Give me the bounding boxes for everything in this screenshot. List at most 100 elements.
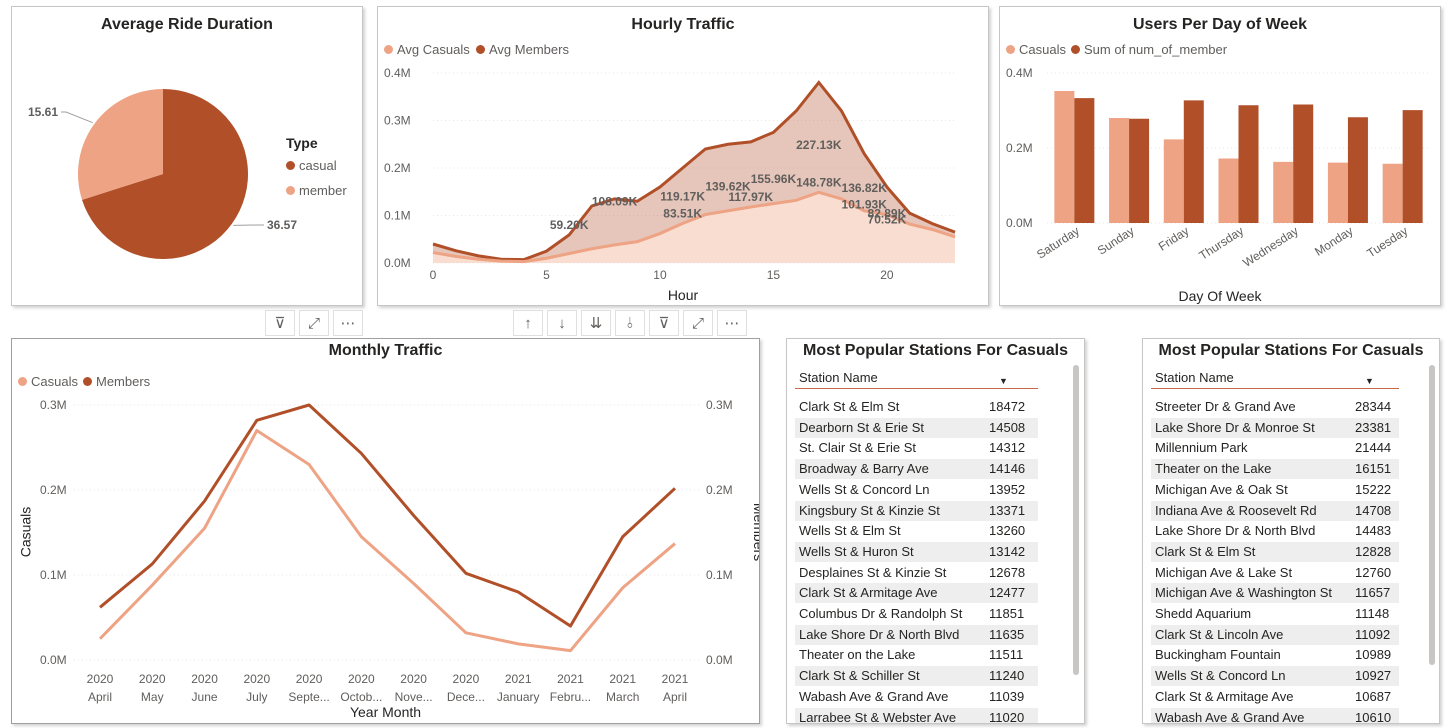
- y-tick-label-right: 0.3M: [706, 398, 733, 412]
- station-name-cell: Lake Shore Dr & North Blvd: [1155, 523, 1316, 539]
- legend-item-casuals[interactable]: Casuals: [18, 374, 78, 389]
- line-avg-casuals[interactable]: [432, 190, 956, 264]
- table-row[interactable]: Kingsbury St & Kinzie St 13371: [795, 500, 1038, 521]
- monthly-line-chart[interactable]: 0.0M 0.0M 0.1M 0.1M 0.2M 0.2M 0.3M 0.3M 2020 Apri…: [12, 339, 760, 724]
- bar-casuals[interactable]: [1382, 163, 1403, 223]
- legend-item-members[interactable]: Members: [83, 374, 150, 389]
- table-row[interactable]: Clark St & Armitage Ave 12477: [795, 583, 1038, 604]
- table-row[interactable]: Michigan Ave & Washington St 11657: [1151, 583, 1399, 604]
- focus-mode-icon[interactable]: ⤢: [683, 310, 713, 336]
- x-tick-label: 15: [767, 268, 781, 282]
- table-row[interactable]: Theater on the Lake 16151: [1151, 459, 1399, 480]
- table-row[interactable]: St. Clair St & Erie St 14312: [795, 438, 1038, 458]
- table-row[interactable]: Theater on the Lake 11511: [795, 645, 1038, 665]
- bar-members[interactable]: [1074, 98, 1095, 223]
- station-name-cell: Wells St & Elm St: [799, 523, 901, 539]
- table-header[interactable]: Station Name ▼: [795, 367, 1038, 389]
- table-scrollbar[interactable]: [1429, 365, 1435, 665]
- legend-item-member[interactable]: member: [286, 183, 347, 198]
- popular-stations-table-2[interactable]: Most Popular Stations For Casuals Statio…: [1142, 338, 1440, 724]
- table-row[interactable]: Wells St & Elm St 13260: [795, 521, 1038, 541]
- table-row[interactable]: Clark St & Schiller St 11240: [795, 666, 1038, 687]
- hourly-traffic-panel[interactable]: Hourly Traffic Avg Casuals Avg Members 0…: [377, 6, 989, 306]
- focus-mode-icon[interactable]: ⤢: [299, 310, 329, 336]
- pie-chart[interactable]: 36.57 15.61: [12, 7, 363, 306]
- more-options-icon[interactable]: ⋯: [333, 310, 363, 336]
- drill-down-icon[interactable]: ↓: [547, 310, 577, 336]
- line-members[interactable]: [99, 403, 677, 628]
- table-row[interactable]: Shedd Aquarium 11148: [1151, 604, 1399, 624]
- data-label: 83.51K: [663, 206, 702, 220]
- column-header-station-name[interactable]: Station Name: [1155, 370, 1234, 385]
- bar-members[interactable]: [1238, 105, 1259, 223]
- x-tick-label-month: April: [663, 690, 687, 704]
- legend-item-members[interactable]: Sum of num_of_member: [1071, 42, 1227, 57]
- station-table[interactable]: Station Name ▼ Clark St & Elm St 18472 Dearb…: [795, 367, 1038, 723]
- filter-icon[interactable]: ⊽: [265, 310, 295, 336]
- bar-members[interactable]: [1293, 104, 1314, 224]
- legend-item-avg-casuals[interactable]: Avg Casuals: [384, 42, 470, 57]
- table-row[interactable]: Lake Shore Dr & Monroe St 23381: [1151, 417, 1399, 438]
- bar-casuals[interactable]: [1327, 162, 1348, 223]
- weekday-bar-chart[interactable]: 0.0M 0.2M 0.4M Saturday Sunday Friday Thursday…: [1000, 7, 1441, 306]
- y-axis-title-left: Casuals: [17, 506, 34, 558]
- monthly-traffic-panel[interactable]: Monthly Traffic Casuals Members 0.0M 0.0M…: [11, 338, 760, 724]
- line-avg-members[interactable]: [432, 80, 956, 262]
- table-row[interactable]: Desplaines St & Kinzie St 12678: [795, 563, 1038, 583]
- hourly-area-chart[interactable]: 0.0M 0.1M 0.2M 0.3M 0.4M 0 5 10 15 20 59.20K108.09…: [378, 7, 989, 306]
- table-row[interactable]: Streeter Dr & Grand Ave 28344: [1151, 397, 1399, 417]
- table-row[interactable]: Michigan Ave & Oak St 15222: [1151, 480, 1399, 500]
- more-options-icon[interactable]: ⋯: [717, 310, 747, 336]
- sort-descending-icon[interactable]: ▼: [999, 376, 1008, 386]
- pie-slice-member[interactable]: [78, 89, 163, 200]
- table-row[interactable]: Wabash Ave & Grand Ave 10610: [1151, 707, 1399, 723]
- table-header[interactable]: Station Name ▼: [1151, 367, 1399, 389]
- table-row[interactable]: Wells St & Concord Ln 13952: [795, 480, 1038, 500]
- legend-item-avg-members[interactable]: Avg Members: [476, 42, 569, 57]
- table-scrollbar[interactable]: [1073, 365, 1079, 675]
- table-row[interactable]: Indiana Ave & Roosevelt Rd 14708: [1151, 500, 1399, 521]
- drill-up-icon[interactable]: ↑: [513, 310, 543, 336]
- table-row[interactable]: Lake Shore Dr & North Blvd 11635: [795, 624, 1038, 645]
- table-row[interactable]: Buckingham Fountain 10989: [1151, 645, 1399, 665]
- table-row[interactable]: Broadway & Barry Ave 14146: [795, 459, 1038, 480]
- bar-members[interactable]: [1129, 118, 1150, 223]
- line-casuals[interactable]: [98, 429, 676, 653]
- column-header-station-name[interactable]: Station Name: [799, 370, 878, 385]
- bar-casuals[interactable]: [1163, 139, 1184, 223]
- legend-item-casuals[interactable]: Casuals: [1006, 42, 1066, 57]
- station-name-cell: Clark St & Armitage Ave: [799, 585, 938, 601]
- table-row[interactable]: Dearborn St & Erie St 14508: [795, 417, 1038, 438]
- data-label: 101.93K: [842, 198, 888, 212]
- bar-casuals[interactable]: [1054, 91, 1075, 223]
- popular-stations-table-1[interactable]: Most Popular Stations For Casuals Statio…: [786, 338, 1085, 724]
- average-ride-duration-panel[interactable]: Average Ride Duration 36.57 15.61 Type ca…: [11, 6, 363, 306]
- table-row[interactable]: Columbus Dr & Randolph St 11851: [795, 604, 1038, 624]
- expand-hierarchy-icon[interactable]: ⫰: [615, 310, 645, 336]
- y-tick-label: 0.0M: [384, 256, 411, 270]
- legend-item-casual[interactable]: casual: [286, 158, 337, 173]
- table-row[interactable]: Clark St & Elm St 18472: [795, 397, 1038, 417]
- table-row[interactable]: Wells St & Huron St 13142: [795, 541, 1038, 562]
- table-row[interactable]: Michigan Ave & Lake St 12760: [1151, 563, 1399, 583]
- bar-casuals[interactable]: [1273, 161, 1294, 223]
- bar-members[interactable]: [1183, 100, 1204, 223]
- table-row[interactable]: Wells St & Concord Ln 10927: [1151, 666, 1399, 687]
- station-table[interactable]: Station Name ▼ Streeter Dr & Grand Ave 2834…: [1151, 367, 1399, 723]
- sort-descending-icon[interactable]: ▼: [1365, 376, 1374, 386]
- table-row[interactable]: Clark St & Elm St 12828: [1151, 541, 1399, 562]
- table-row[interactable]: Wabash Ave & Grand Ave 11039: [795, 687, 1038, 707]
- table-row[interactable]: Millennium Park 21444: [1151, 438, 1399, 458]
- table-row[interactable]: Lake Shore Dr & North Blvd 14483: [1151, 521, 1399, 541]
- bar-members[interactable]: [1402, 110, 1423, 223]
- bar-casuals[interactable]: [1109, 118, 1130, 223]
- filter-icon[interactable]: ⊽: [649, 310, 679, 336]
- table-row[interactable]: Clark St & Armitage Ave 10687: [1151, 687, 1399, 707]
- bar-members[interactable]: [1347, 117, 1368, 223]
- pie-slice-casual[interactable]: [82, 89, 249, 259]
- expand-all-down-icon[interactable]: ⇊: [581, 310, 611, 336]
- table-row[interactable]: Clark St & Lincoln Ave 11092: [1151, 624, 1399, 645]
- bar-casuals[interactable]: [1218, 158, 1239, 224]
- table-row[interactable]: Larrabee St & Webster Ave 11020: [795, 707, 1038, 723]
- users-per-day-panel[interactable]: Users Per Day of Week Casuals Sum of num…: [999, 6, 1441, 306]
